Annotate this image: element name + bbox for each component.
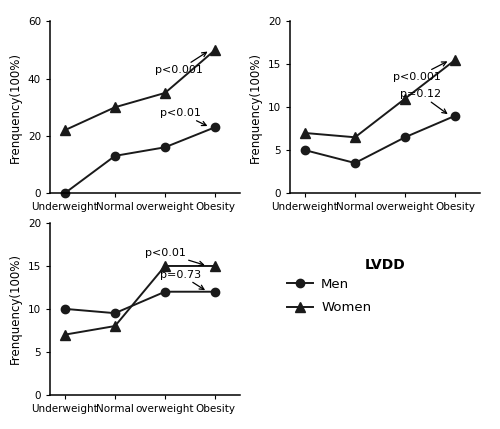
Text: LVDD: LVDD [364,258,406,272]
Y-axis label: Frenquency(100%): Frenquency(100%) [249,52,262,163]
Text: p<0.01: p<0.01 [160,108,206,126]
Text: LVH: LVH [130,258,160,272]
Legend: Men, Women: Men, Women [282,272,376,320]
Text: p=0.12: p=0.12 [400,89,446,113]
Text: p<0.001: p<0.001 [392,62,446,82]
Text: p<0.001: p<0.001 [155,52,206,75]
Text: p<0.01: p<0.01 [145,248,204,266]
Y-axis label: Frenquency(100%): Frenquency(100%) [9,254,22,364]
Text: p=0.73: p=0.73 [160,269,204,290]
Y-axis label: Frenquency(100%): Frenquency(100%) [10,52,22,163]
